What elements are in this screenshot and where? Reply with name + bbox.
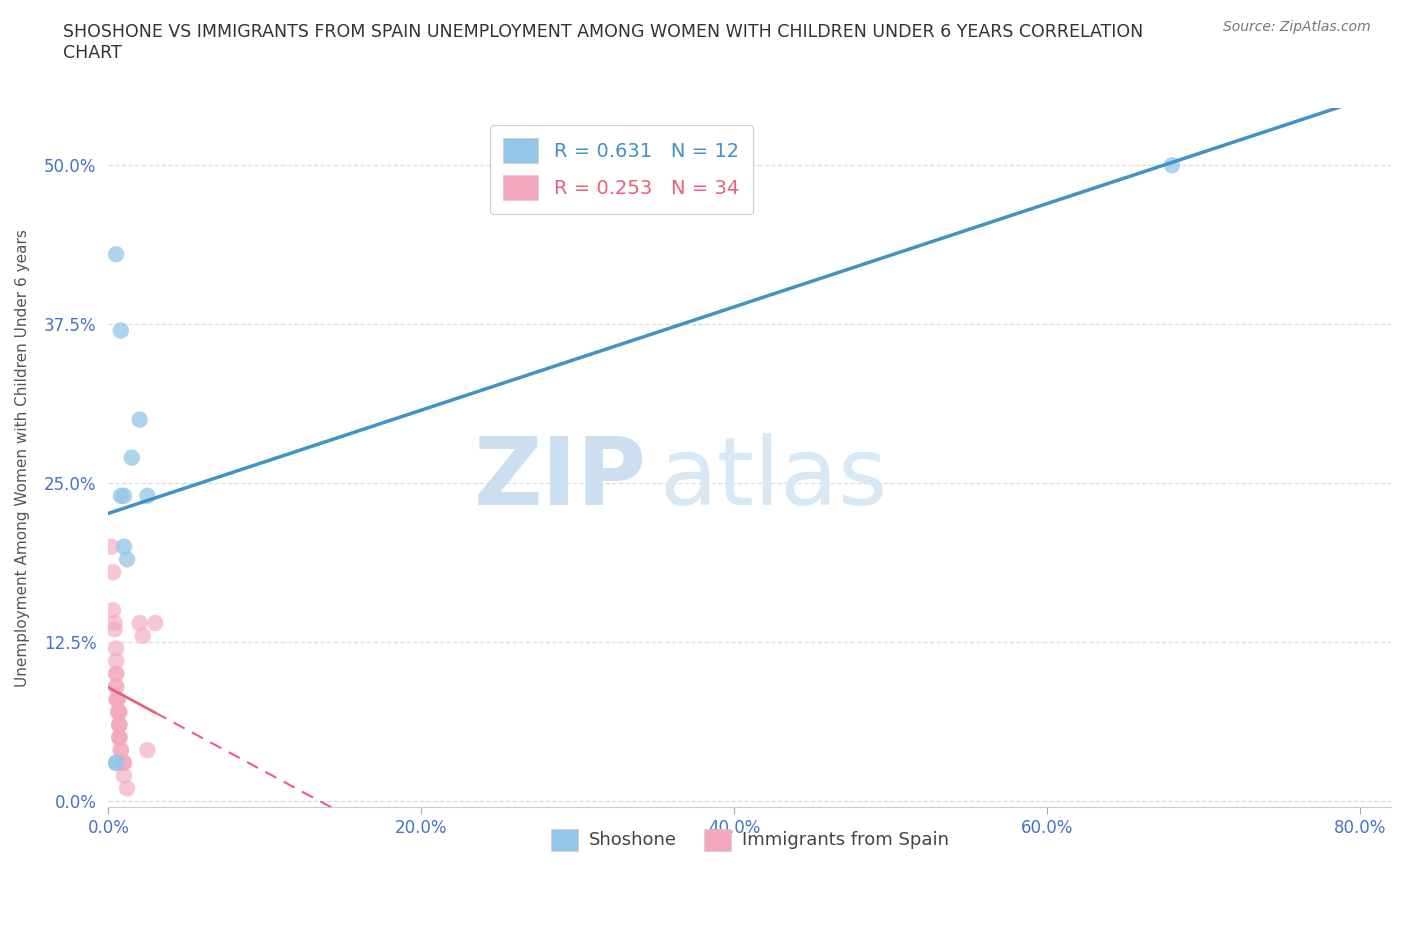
Point <box>108 730 131 745</box>
Point <box>110 323 132 338</box>
Point <box>108 717 131 732</box>
Point <box>115 552 138 567</box>
Point <box>111 755 134 770</box>
Point <box>128 412 150 427</box>
Point <box>107 705 129 720</box>
Legend: Shoshone, Immigrants from Spain: Shoshone, Immigrants from Spain <box>544 821 956 857</box>
Point <box>136 488 159 503</box>
Point <box>121 450 143 465</box>
Point <box>101 603 124 618</box>
Point <box>112 539 135 554</box>
Point <box>105 667 128 682</box>
Point <box>128 616 150 631</box>
Point <box>108 717 131 732</box>
Point <box>108 730 131 745</box>
Point <box>108 717 131 732</box>
Point <box>105 679 128 694</box>
Point <box>103 616 125 631</box>
Point <box>112 488 135 503</box>
Point <box>110 743 132 758</box>
Point <box>115 781 138 796</box>
Point <box>101 565 124 579</box>
Point <box>108 705 131 720</box>
Point <box>105 246 128 261</box>
Point <box>108 705 131 720</box>
Text: atlas: atlas <box>659 432 889 525</box>
Point <box>107 692 129 707</box>
Text: ZIP: ZIP <box>474 432 647 525</box>
Point <box>1161 158 1184 173</box>
Point <box>136 743 159 758</box>
Point <box>105 755 128 770</box>
Point <box>100 539 122 554</box>
Point <box>105 654 128 669</box>
Point <box>112 755 135 770</box>
Point <box>103 622 125 637</box>
Point <box>105 641 128 656</box>
Point <box>110 488 132 503</box>
Point <box>112 768 135 783</box>
Point <box>112 755 135 770</box>
Point <box>105 679 128 694</box>
Point <box>110 743 132 758</box>
Point <box>105 667 128 682</box>
Point <box>107 692 129 707</box>
Y-axis label: Unemployment Among Women with Children Under 6 years: Unemployment Among Women with Children U… <box>15 229 30 686</box>
Point <box>105 755 128 770</box>
Point <box>105 692 128 707</box>
Point <box>108 730 131 745</box>
Text: SHOSHONE VS IMMIGRANTS FROM SPAIN UNEMPLOYMENT AMONG WOMEN WITH CHILDREN UNDER 6: SHOSHONE VS IMMIGRANTS FROM SPAIN UNEMPL… <box>63 23 1143 62</box>
Point <box>143 616 166 631</box>
Point <box>132 629 155 644</box>
Text: Source: ZipAtlas.com: Source: ZipAtlas.com <box>1223 20 1371 34</box>
